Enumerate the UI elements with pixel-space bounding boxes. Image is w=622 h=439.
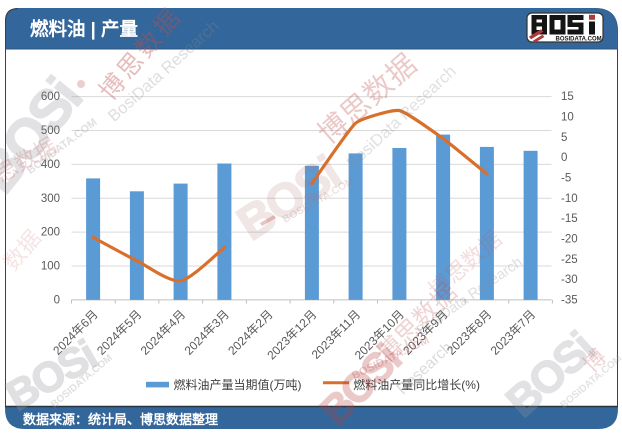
svg-text:数据来源：统计局、博思数据整理: 数据来源：统计局、博思数据整理 (23, 412, 218, 427)
svg-text:-15: -15 (561, 213, 578, 225)
svg-text:燃料油产量同比增长(%): 燃料油产量同比增长(%) (353, 377, 480, 392)
svg-text:-30: -30 (561, 274, 578, 286)
svg-text:-5: -5 (561, 173, 571, 185)
svg-text:2023年7月: 2023年7月 (488, 307, 538, 357)
svg-text:-10: -10 (561, 193, 578, 205)
svg-text:BOSIDATA.COM: BOSIDATA.COM (556, 36, 602, 42)
svg-text:15: 15 (561, 91, 574, 103)
svg-text:200: 200 (41, 227, 60, 239)
svg-text:2024年4月: 2024年4月 (138, 307, 188, 357)
svg-text:-20: -20 (561, 234, 578, 246)
svg-text:400: 400 (41, 159, 60, 171)
svg-text:500: 500 (41, 125, 60, 137)
svg-text:-25: -25 (561, 254, 578, 266)
svg-text:燃料油产量当期值(万吨): 燃料油产量当期值(万吨) (174, 377, 302, 392)
svg-text:600: 600 (41, 91, 60, 103)
svg-text:2024年3月: 2024年3月 (182, 307, 232, 357)
svg-text:燃料油 | 产量: 燃料油 | 产量 (30, 19, 138, 40)
svg-text:300: 300 (41, 193, 60, 205)
svg-text:5: 5 (561, 132, 567, 144)
svg-text:0: 0 (54, 295, 60, 307)
svg-text:数据: 数据 (0, 225, 46, 275)
svg-text:100: 100 (41, 261, 60, 273)
svg-text:0: 0 (561, 152, 567, 164)
svg-text:-35: -35 (561, 295, 578, 307)
svg-text:10: 10 (561, 112, 574, 124)
svg-text:2024年5月: 2024年5月 (94, 307, 144, 357)
